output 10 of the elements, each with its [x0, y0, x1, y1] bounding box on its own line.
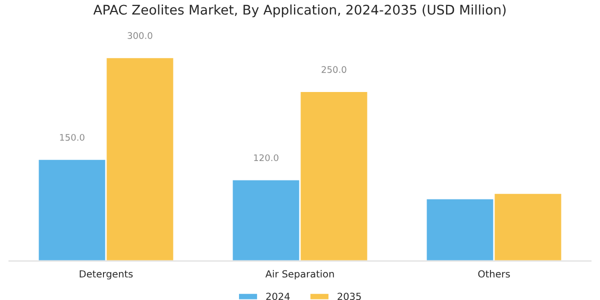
data-label: 150.0	[60, 134, 84, 141]
x-tick-label: Others	[478, 270, 510, 278]
x-tick-label: Air Separation	[265, 270, 334, 280]
x-tick-label: Detergents	[80, 270, 133, 280]
chart-title: APAC Zeolites Market, By Application, 2024-2035 (USD Million)	[93, 4, 506, 18]
legend-label: 2024	[266, 292, 290, 300]
data-label: 300.0	[128, 32, 152, 40]
legend-label: 2035	[338, 292, 361, 300]
data-label: 120.0	[254, 154, 278, 162]
data-label: 250.0	[322, 66, 346, 73]
